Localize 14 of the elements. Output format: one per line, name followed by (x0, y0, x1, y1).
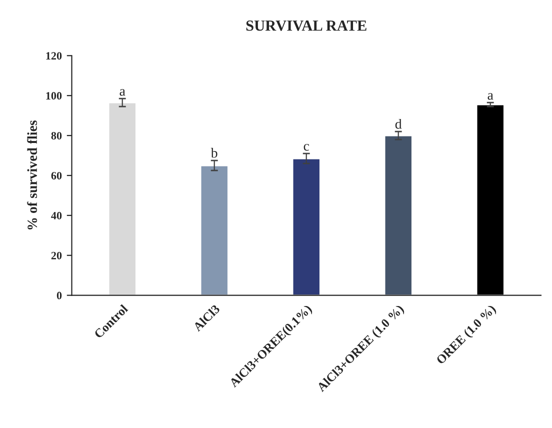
y-tick-label: 60 (51, 172, 62, 180)
y-tick-label: 120 (46, 52, 62, 60)
y-tick-label: 80 (51, 132, 62, 140)
chart-title: SURVIVAL RATE (246, 20, 366, 31)
annotation: a (488, 93, 494, 100)
y-tick-label: 100 (46, 92, 62, 100)
y-tick-label: 40 (51, 212, 62, 220)
annotation: b (210, 148, 218, 158)
annotation: a (120, 89, 126, 96)
y-tick-label: 20 (51, 252, 62, 260)
y-axis-title: % of survived flies (27, 120, 38, 230)
annotation: c (304, 144, 310, 151)
y-tick-label: 0 (56, 292, 62, 300)
annotation: d (395, 118, 402, 129)
